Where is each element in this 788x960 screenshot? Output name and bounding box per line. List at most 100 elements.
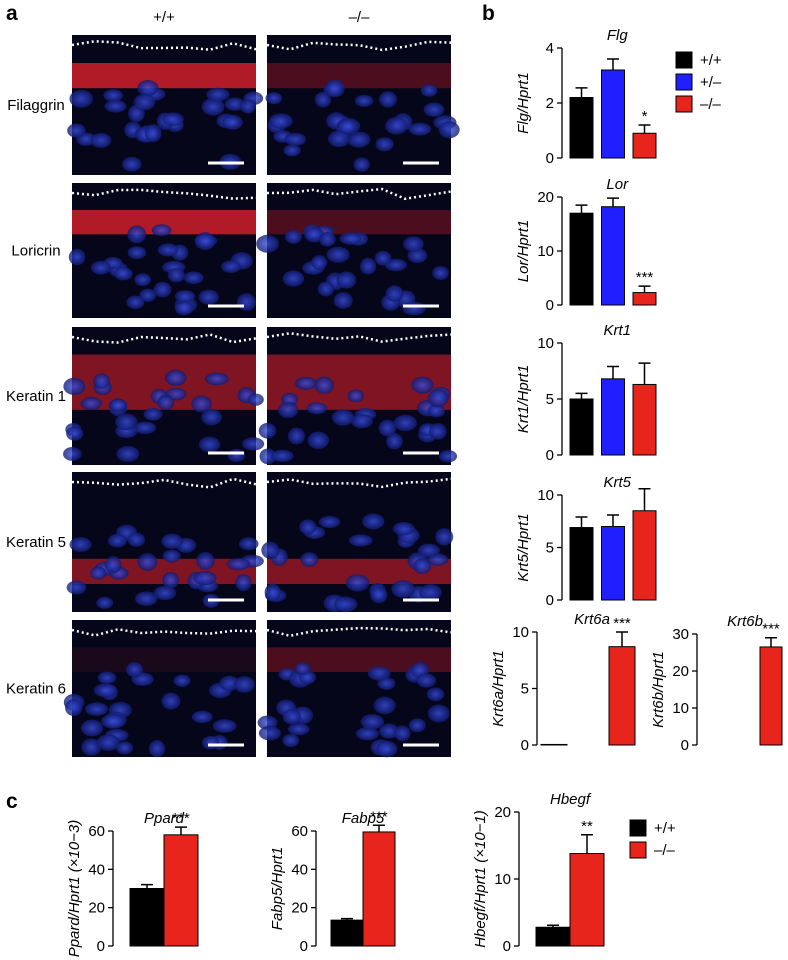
y-axis-label: Flg/Hprt1 [515, 72, 532, 134]
nucleus [148, 740, 166, 758]
bar [601, 526, 625, 601]
legend-label: +/+ [654, 820, 676, 837]
y-tick-label: 40 [88, 861, 105, 878]
nucleus [360, 714, 385, 730]
nucleus [318, 515, 341, 529]
bar [601, 69, 625, 159]
nucleus [90, 566, 107, 580]
nucleus [347, 389, 365, 403]
nucleus [194, 232, 216, 250]
nucleus [115, 413, 138, 431]
nucleus [345, 574, 370, 592]
bar [569, 853, 605, 947]
chart-title: Krt5 [603, 474, 631, 491]
y-axis-label: Lor/Hprt1 [515, 220, 532, 283]
micrograph [256, 183, 452, 318]
y-tick-label: 0 [521, 737, 529, 754]
y-tick-label: 10 [537, 243, 554, 260]
nucleus [384, 258, 408, 272]
nucleus [411, 376, 434, 394]
nucleus [127, 532, 146, 547]
nucleus [90, 260, 111, 275]
bar [362, 831, 396, 947]
y-tick-label: 20 [537, 189, 554, 206]
surface-line [266, 477, 452, 489]
nucleus [326, 246, 350, 263]
nucleus [331, 409, 355, 426]
nucleus [360, 257, 377, 275]
chart-title: Krt6b [727, 613, 763, 630]
surface-line [71, 628, 257, 637]
nucleus [427, 404, 446, 418]
error-bar [638, 285, 651, 293]
nucleus [122, 156, 142, 172]
nucleus [416, 673, 436, 688]
micrograph [257, 620, 452, 758]
y-tick-label: 20 [88, 900, 105, 917]
nucleus [104, 99, 127, 113]
bar [569, 212, 594, 306]
nucleus [287, 723, 310, 736]
red-stain [72, 647, 256, 673]
nucleus [317, 281, 334, 297]
nucleus [374, 250, 392, 266]
nucleus [419, 584, 442, 601]
bar [632, 292, 657, 306]
nucleus [407, 248, 428, 264]
y-axis-label: Krt1/Hprt1 [515, 365, 532, 433]
nucleus [113, 267, 133, 281]
y-tick-label: 0 [546, 297, 554, 314]
red-stain [267, 210, 451, 235]
chart-title: Hbegf [550, 791, 592, 808]
nucleus [392, 521, 415, 536]
nucleus [417, 543, 440, 558]
chart-title: Flg [607, 27, 628, 44]
row-label: Filaggrin [7, 97, 65, 114]
nucleus [350, 414, 373, 429]
nucleus [348, 534, 373, 547]
nucleus [376, 740, 398, 758]
error-bar [607, 58, 619, 70]
y-tick-label: 2 [546, 95, 554, 112]
nucleus [353, 157, 370, 172]
y-tick-label: 5 [546, 391, 554, 408]
nucleus [153, 281, 172, 298]
panel-label: a [6, 2, 18, 25]
nucleus [173, 674, 191, 687]
nucleus [427, 704, 450, 723]
y-axis-label: Krt6a/Hprt1 [490, 650, 507, 727]
nucleus [198, 289, 219, 305]
micrograph [63, 327, 265, 465]
bar [540, 743, 568, 746]
nucleus [196, 551, 215, 570]
surface-line [266, 40, 452, 52]
nucleus [408, 718, 426, 733]
row-label: Keratin 6 [6, 681, 66, 698]
bar [129, 888, 165, 947]
nucleus [107, 533, 127, 548]
bar [632, 132, 657, 159]
nucleus [143, 407, 163, 421]
nucleus [66, 580, 87, 595]
error-bar [575, 204, 588, 214]
nucleus [426, 687, 445, 702]
nucleus [212, 719, 237, 733]
nucleus [133, 421, 157, 435]
legend-swatch [629, 819, 647, 837]
surface-line [266, 626, 452, 638]
y-tick-label: 40 [291, 861, 308, 878]
nucleus [116, 445, 140, 462]
nucleus [268, 113, 293, 129]
nucleus [265, 92, 283, 105]
nucleus [258, 422, 277, 439]
nucleus [90, 132, 112, 148]
y-tick-label: 10 [494, 871, 511, 888]
nucleus [134, 273, 152, 287]
nucleus [438, 121, 460, 139]
nucleus [204, 372, 229, 386]
nucleus [157, 243, 179, 257]
nucleus [226, 558, 251, 571]
nucleus [63, 377, 86, 395]
nucleus [198, 436, 221, 453]
legend-label: –/– [700, 96, 722, 113]
